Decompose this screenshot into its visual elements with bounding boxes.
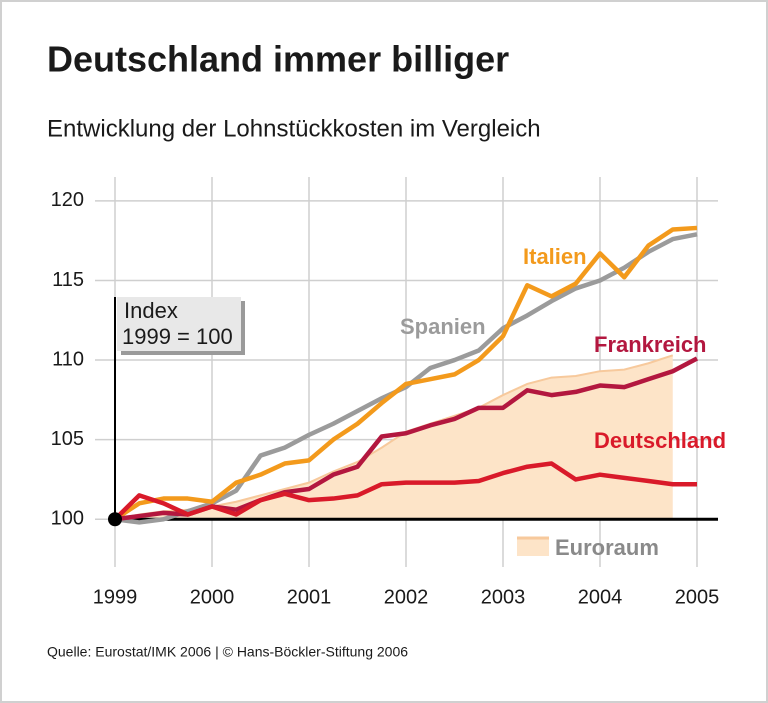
origin-dot xyxy=(108,512,122,527)
x-tick-label: 2004 xyxy=(578,586,623,608)
plot: 100 105 110 115 120 1999 2000 2001 2002 2003 2004 2… xyxy=(51,177,726,608)
x-tick-label: 1999 xyxy=(93,586,138,608)
legend-label: Euroraum xyxy=(555,535,659,560)
area xyxy=(115,355,673,520)
y-tick-label: 100 xyxy=(51,508,84,530)
legend-swatch xyxy=(517,538,549,556)
source: Quelle: Eurostat/IMK 2006 | © Hans-Böckl… xyxy=(47,644,408,660)
chart-title: Deutschland immer billiger xyxy=(47,39,509,80)
line xyxy=(113,225,698,522)
x-tick-label: 2003 xyxy=(481,586,526,608)
annotation-text: 1999 = 100 xyxy=(122,324,233,349)
x-tick-label: 2002 xyxy=(384,586,429,608)
series-label: Italien xyxy=(523,244,587,269)
y-tick-label: 105 xyxy=(51,428,84,450)
series-label: Frankreich xyxy=(594,332,707,357)
x-tick-label: 2001 xyxy=(287,586,332,608)
y-tick-label: 120 xyxy=(51,189,84,211)
line xyxy=(113,461,697,521)
series-label: Deutschland xyxy=(594,428,726,453)
x-tick-label: 2000 xyxy=(190,586,235,608)
y-tick-label: 115 xyxy=(52,269,84,291)
chart-subtitle: Entwicklung der Lohnstückkosten im Vergl… xyxy=(47,115,541,142)
y-tick-label: 110 xyxy=(52,348,84,370)
annotation-box xyxy=(117,297,241,351)
series-label: Spanien xyxy=(400,314,486,339)
annotation-text: Index xyxy=(124,298,178,323)
x-tick-label: 2005 xyxy=(675,586,720,608)
